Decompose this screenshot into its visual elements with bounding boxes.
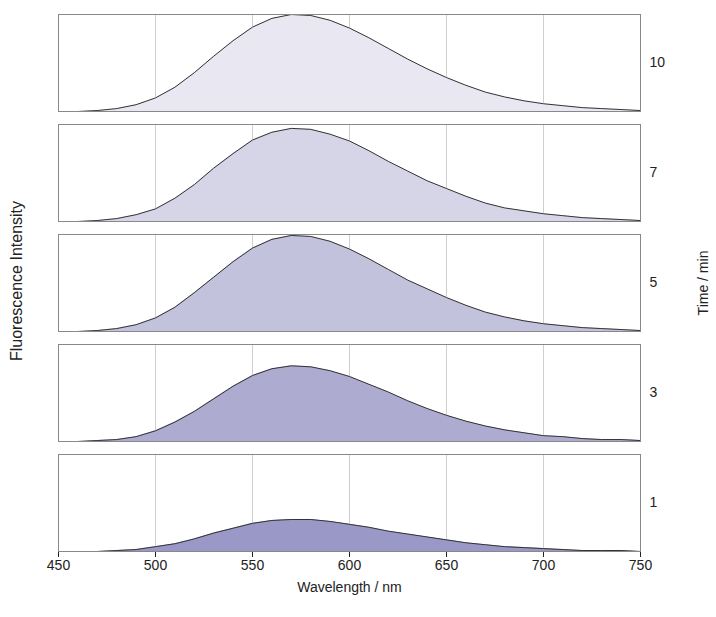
svg-text:1: 1	[650, 494, 658, 510]
svg-text:5: 5	[650, 274, 658, 290]
svg-text:550: 550	[241, 557, 265, 573]
svg-text:450: 450	[47, 557, 71, 573]
svg-text:650: 650	[435, 557, 459, 573]
svg-text:3: 3	[650, 384, 658, 400]
svg-text:700: 700	[532, 557, 556, 573]
svg-text:10: 10	[650, 54, 666, 70]
svg-text:7: 7	[650, 164, 658, 180]
svg-text:600: 600	[338, 557, 362, 573]
svg-text:Wavelength / nm: Wavelength / nm	[297, 579, 402, 595]
svg-text:750: 750	[629, 557, 653, 573]
svg-text:Time / min: Time / min	[695, 251, 711, 316]
html-text:Fluorescence Intensity: Fluorescence Intensity	[8, 200, 25, 361]
svg-text:500: 500	[144, 557, 168, 573]
